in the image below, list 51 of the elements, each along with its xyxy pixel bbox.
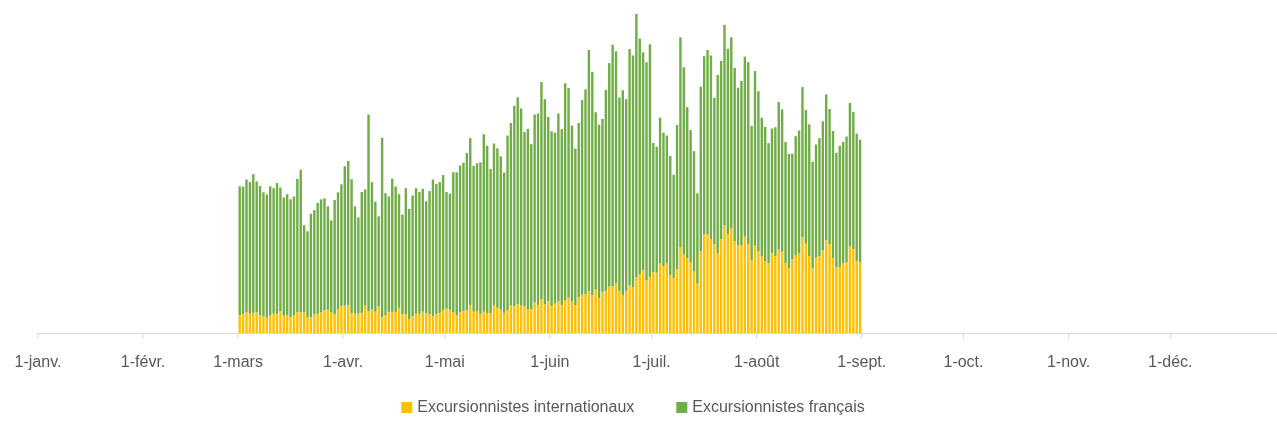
x-tick-label: 1-déc. [1148, 353, 1193, 370]
legend-label: Excursionnistes français [692, 398, 865, 415]
bar [462, 310, 465, 333]
x-tick-label: 1-sept. [837, 353, 887, 370]
bar [323, 198, 326, 311]
bar [557, 113, 560, 302]
bar [245, 179, 248, 312]
bar [679, 247, 682, 333]
bar [706, 50, 709, 235]
bar [794, 255, 797, 333]
bar [279, 311, 282, 333]
bar [594, 289, 597, 333]
x-tick-label: 1-mai [424, 353, 465, 370]
bar [428, 314, 431, 333]
bar [496, 148, 499, 308]
bar [523, 306, 526, 333]
bar [367, 114, 370, 312]
x-tick-label: 1-juil. [632, 353, 671, 370]
bar [601, 291, 604, 333]
x-tick-label: 1-févr. [120, 353, 166, 370]
bar [662, 266, 665, 333]
bar [791, 259, 794, 333]
bar [801, 237, 804, 333]
bar [445, 308, 448, 333]
bar [374, 311, 377, 333]
bar [628, 285, 631, 333]
bar [323, 310, 326, 333]
x-tick-label: 1-mars [213, 353, 263, 370]
bar [533, 302, 536, 333]
bar [540, 299, 543, 333]
x-tick-label: 1-oct. [943, 353, 984, 370]
bar [723, 225, 726, 333]
bar [584, 294, 587, 333]
x-tick-label: 1-juin [530, 353, 570, 370]
x-tick-label: 1-août [734, 353, 780, 370]
bar [567, 297, 570, 333]
bar [262, 316, 265, 333]
bar [611, 44, 614, 287]
x-tick-label: 1-avr. [323, 353, 364, 370]
bar [279, 187, 282, 312]
bar [384, 315, 387, 333]
x-tick-label: 1-nov. [1046, 353, 1091, 370]
bar [418, 192, 421, 314]
bar [706, 234, 709, 333]
bar [689, 262, 692, 333]
legend-label: Excursionnistes internationaux [417, 398, 635, 415]
bar [316, 202, 319, 314]
x-tick-label: 1-janv. [14, 353, 62, 370]
bar [828, 244, 831, 333]
bar [245, 311, 248, 333]
bar [852, 249, 855, 333]
